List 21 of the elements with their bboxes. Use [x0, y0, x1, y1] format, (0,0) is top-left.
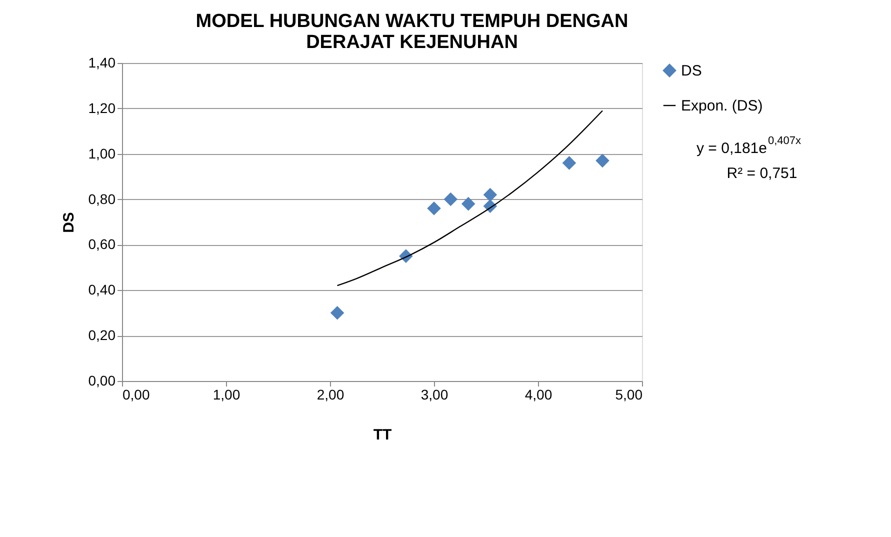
x-tick-label: 2,00 — [316, 386, 344, 402]
line-series — [336, 110, 604, 286]
text: R² = 0,751 — [726, 165, 798, 182]
x-tick-label: 5,00 — [615, 386, 643, 402]
y-tick-label: 1,40 — [88, 54, 116, 70]
y-tick-label: 1,00 — [88, 145, 116, 162]
y-tick-label: 0,60 — [88, 236, 116, 252]
y-axis-title: DS — [60, 212, 78, 233]
y-tick-label: 0,80 — [88, 190, 116, 207]
y-tick-label: 0,20 — [88, 327, 116, 344]
y-tick-label: 0,40 — [88, 282, 116, 298]
legend-label: DS — [681, 62, 702, 80]
chart-title: MODEL HUBUNGAN WAKTU TEMPUH DENGAN DERAJAT KEJENUHAN — [196, 11, 628, 53]
x-tick-label: 4,00 — [524, 386, 552, 402]
y-tick-label: 0,00 — [88, 372, 116, 388]
x-tick-label: 1,00 — [212, 386, 240, 402]
legend-label: Expon. (DS) — [681, 98, 763, 114]
x-axis-title: TT — [373, 426, 392, 444]
x-tick-label: 3,00 — [420, 386, 448, 402]
x-tick-label: 0,00 — [122, 386, 150, 402]
y-tick-label: 1,20 — [88, 100, 116, 116]
